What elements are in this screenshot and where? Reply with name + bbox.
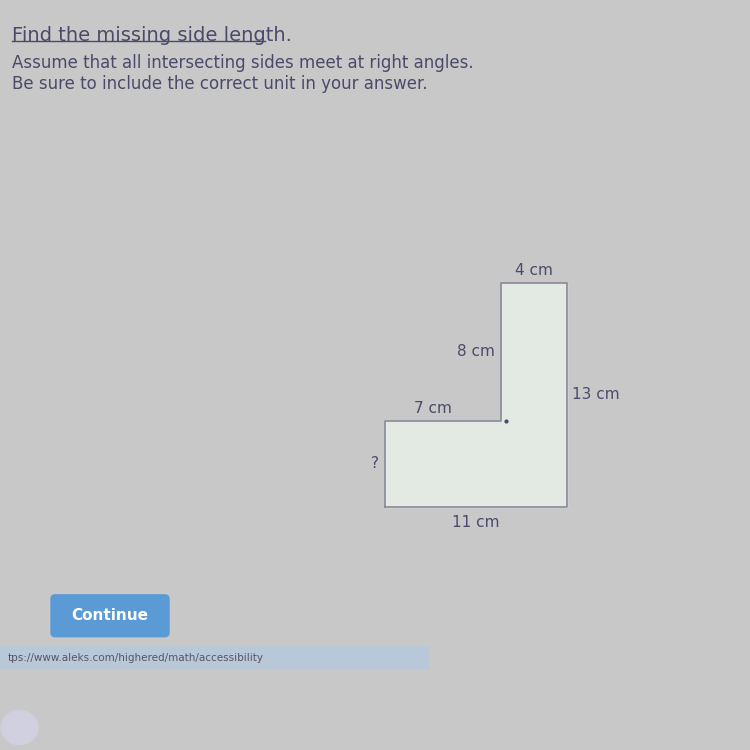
Text: 13 cm: 13 cm bbox=[572, 388, 620, 403]
Text: 8 cm: 8 cm bbox=[457, 344, 494, 359]
Text: 7 cm: 7 cm bbox=[414, 400, 452, 416]
Circle shape bbox=[1, 710, 38, 745]
Text: Assume that all intersecting sides meet at right angles.: Assume that all intersecting sides meet … bbox=[12, 54, 474, 72]
Bar bbox=[0, 646, 430, 669]
Text: Continue: Continue bbox=[71, 608, 148, 623]
Text: Find the missing side length.: Find the missing side length. bbox=[12, 26, 292, 45]
Polygon shape bbox=[385, 283, 566, 507]
Text: 4 cm: 4 cm bbox=[514, 262, 553, 278]
Text: tps://www.aleks.com/highered/math/accessibility: tps://www.aleks.com/highered/math/access… bbox=[8, 652, 264, 662]
FancyBboxPatch shape bbox=[51, 595, 169, 637]
Text: Be sure to include the correct unit in your answer.: Be sure to include the correct unit in y… bbox=[12, 75, 427, 93]
Text: 11 cm: 11 cm bbox=[452, 515, 500, 530]
Text: ?: ? bbox=[371, 457, 379, 472]
